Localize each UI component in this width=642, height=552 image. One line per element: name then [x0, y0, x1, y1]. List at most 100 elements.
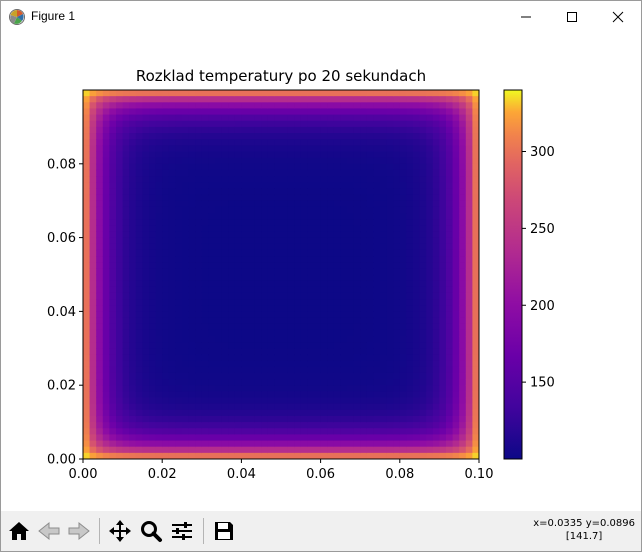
heatmap-cell [446, 200, 454, 208]
zoom-button[interactable] [137, 516, 165, 546]
heatmap-cell [300, 372, 308, 380]
heatmap-cell [393, 262, 401, 269]
heatmap-cell [208, 163, 216, 171]
heatmap-cell [228, 219, 236, 226]
heatmap-cell [314, 213, 322, 220]
heatmap-cell [241, 342, 249, 349]
heatmap-cell [373, 194, 381, 202]
colorbar-tick-label: 250 [530, 222, 555, 237]
heatmap-cell [248, 415, 256, 423]
forward-button[interactable] [65, 516, 93, 546]
heatmap-cell [274, 397, 282, 405]
figure-canvas[interactable]: Rozklad temperatury po 20 sekundach 0.00… [1, 32, 641, 511]
heatmap-cell [353, 452, 361, 459]
heatmap-cell [122, 114, 130, 122]
heatmap-cell [122, 169, 130, 177]
heatmap-cell [116, 274, 124, 282]
heatmap-cell [399, 133, 407, 140]
heatmap-cell [294, 452, 302, 459]
heatmap-cell [175, 348, 183, 356]
heatmap-cell [347, 379, 355, 386]
heatmap-cell [274, 225, 282, 233]
close-button[interactable] [595, 1, 641, 32]
heatmap-cell [267, 182, 275, 189]
save-button[interactable] [210, 516, 238, 546]
heatmap-cell [406, 329, 414, 337]
heatmap-cell [399, 262, 407, 269]
heatmap-cell [116, 213, 124, 220]
heatmap-cell [261, 379, 269, 386]
heatmap-cell [281, 206, 289, 214]
heatmap-cell [366, 379, 374, 386]
heatmap-cell [129, 108, 137, 116]
heatmap-cell [307, 360, 315, 368]
heatmap-cell [116, 249, 124, 257]
heatmap-cell [234, 268, 242, 276]
heatmap-cell [472, 292, 479, 300]
heatmap-cell [188, 342, 196, 349]
heatmap-cell [254, 194, 262, 202]
heatmap-cell [340, 249, 348, 257]
heatmap-cell [135, 225, 143, 233]
heatmap-cell [373, 188, 381, 196]
heatmap-cell [254, 188, 262, 196]
heatmap-cell [320, 213, 328, 220]
heatmap-cell [234, 299, 242, 306]
heatmap-cell [241, 108, 249, 116]
maximize-button[interactable] [549, 1, 595, 32]
heatmap-cell [465, 206, 473, 214]
heatmap-cell [281, 286, 289, 294]
heatmap-cell [320, 169, 328, 177]
heatmap-cell [459, 182, 467, 189]
heatmap-cell [360, 317, 368, 325]
heatmap-cell [254, 342, 262, 349]
back-button[interactable] [35, 516, 63, 546]
heatmap-cell [228, 120, 236, 128]
heatmap-cell [386, 268, 394, 276]
heatmap-cell [353, 90, 361, 97]
minimize-button[interactable] [503, 1, 549, 32]
magnifier-icon [141, 521, 162, 542]
colorbar [503, 89, 523, 460]
heatmap-cell [432, 329, 440, 337]
pan-button[interactable] [106, 516, 134, 546]
heatmap-cell [228, 188, 236, 196]
heatmap-cell [347, 336, 355, 343]
heatmap-cell [201, 262, 209, 269]
heatmap-cell [129, 274, 137, 282]
heatmap-cell [459, 133, 467, 140]
heatmap-cell [439, 311, 447, 319]
heatmap-cell [347, 176, 355, 183]
heatmap-cell [439, 145, 447, 153]
heatmap-cell [432, 292, 440, 300]
heatmap-cell [320, 145, 328, 153]
heatmap-cell [294, 305, 302, 312]
configure-subplots-button[interactable] [168, 516, 196, 546]
heatmap-cell [142, 385, 150, 392]
heatmap-cell [406, 219, 414, 226]
heatmap-cell [116, 206, 124, 214]
heatmap-cell [142, 126, 150, 134]
heatmap-cell [393, 280, 401, 288]
heatmap-cell [234, 452, 242, 459]
heatmap-cell [314, 169, 322, 177]
heatmap-cell [201, 317, 209, 325]
heatmap-cell [248, 268, 256, 276]
heatmap-cell [168, 409, 176, 417]
heatmap-cell [116, 194, 124, 202]
heatmap-cell [320, 249, 328, 257]
heatmap-cell [320, 206, 328, 214]
home-button[interactable] [5, 516, 33, 546]
heatmap-cell [254, 249, 262, 257]
heatmap-cell [116, 225, 124, 233]
heatmap-cell [347, 243, 355, 251]
heatmap-cell [188, 151, 196, 159]
heatmap-cell [89, 231, 97, 239]
heatmap-cell [452, 329, 460, 337]
heatmap-cell [294, 151, 302, 159]
heatmap-cell [281, 237, 289, 245]
heatmap-cell [267, 409, 275, 417]
heatmap-cell [162, 274, 170, 282]
heatmap-cell [162, 409, 170, 417]
heatmap-cell [314, 176, 322, 183]
